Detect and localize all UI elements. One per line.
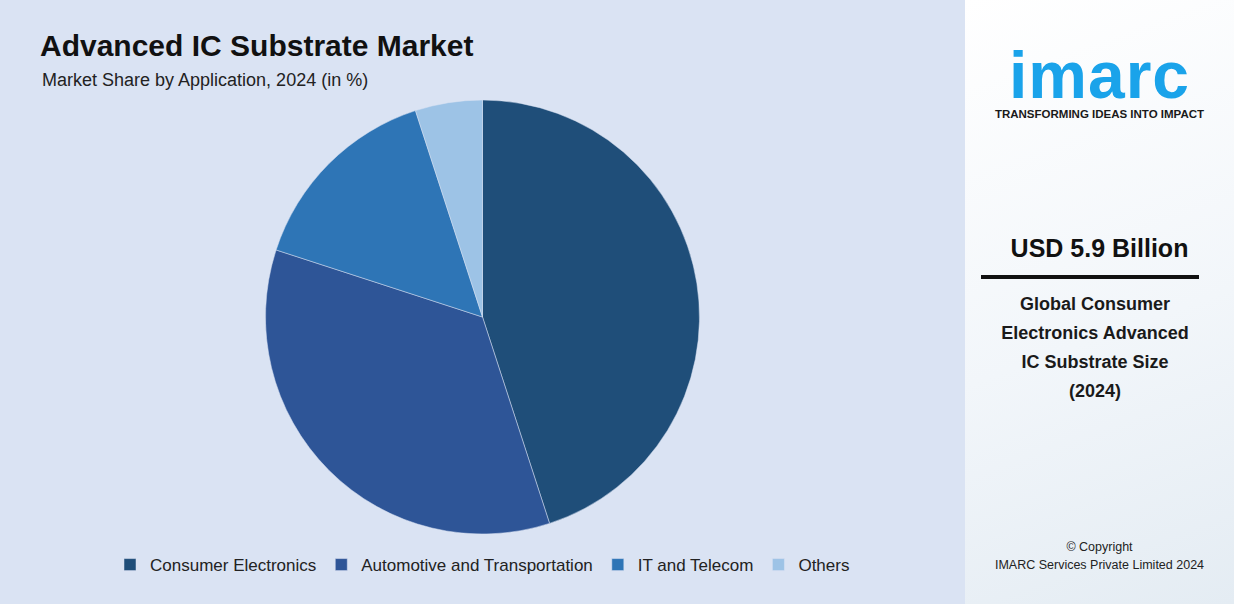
html-text:USD 5.9 Billion: USD 5.9 Billion [1010, 234, 1189, 262]
html-text:imarc: imarc [1008, 38, 1191, 112]
svg-text:Advanced IC Substrate Market: Advanced IC Substrate Market [40, 29, 473, 62]
html-text:© Copyright: © Copyright [1066, 540, 1133, 554]
svg-text:Market Share by Application, 2: Market Share by Application, 2024 (in %) [42, 70, 368, 90]
html-text:TRANSFORMING IDEAS INTO IMPACT: TRANSFORMING IDEAS INTO IMPACT [994, 108, 1205, 120]
html-text:Electronics Advanced: Electronics Advanced [1001, 323, 1189, 343]
svg-text:Automotive and Transportation: Automotive and Transportation [361, 556, 593, 575]
html-text:(2024): (2024) [1069, 381, 1121, 401]
html-text:Global Consumer: Global Consumer [1020, 294, 1170, 314]
svg-text:IT and Telecom: IT and Telecom [638, 556, 754, 575]
svg-text:Others: Others [798, 556, 849, 575]
svg-text:Consumer Electronics: Consumer Electronics [150, 556, 316, 575]
html-text:IC Substrate Size: IC Substrate Size [1021, 352, 1169, 372]
html-text:IMARC Services Private Limited: IMARC Services Private Limited 2024 [994, 558, 1204, 572]
